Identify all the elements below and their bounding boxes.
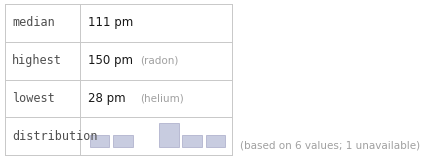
Bar bbox=[113, 135, 133, 147]
Text: highest: highest bbox=[12, 54, 62, 67]
Bar bbox=[182, 135, 202, 147]
Text: (helium): (helium) bbox=[140, 93, 184, 103]
Text: distribution: distribution bbox=[12, 130, 97, 143]
Text: 28 pm: 28 pm bbox=[88, 92, 126, 105]
Bar bbox=[159, 123, 179, 147]
Text: 150 pm: 150 pm bbox=[88, 54, 133, 67]
Text: 111 pm: 111 pm bbox=[88, 16, 133, 29]
Text: lowest: lowest bbox=[12, 92, 55, 105]
Text: (radon): (radon) bbox=[140, 56, 178, 66]
Text: median: median bbox=[12, 16, 55, 29]
Bar bbox=[90, 135, 109, 147]
Bar bbox=[205, 135, 225, 147]
Text: (based on 6 values; 1 unavailable): (based on 6 values; 1 unavailable) bbox=[240, 141, 420, 151]
